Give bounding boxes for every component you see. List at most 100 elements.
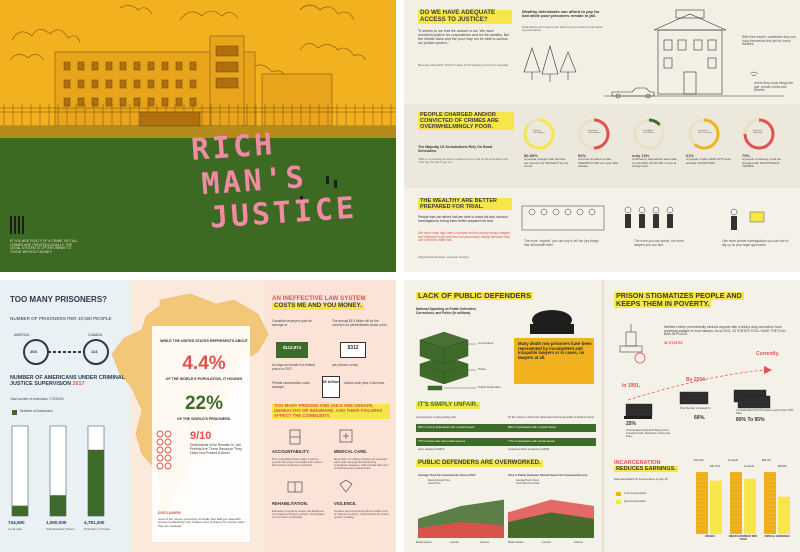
cost-1-value: $113,974 [282, 345, 302, 350]
pct-population: 4.4% [182, 353, 226, 374]
earn-bar-3-b [778, 496, 790, 534]
supervision-total: Total number of Americans: 7,925,600 [10, 397, 64, 401]
stigma-title: PRISON STIGMATIZES PEOPLE AND KEEPS THEM … [614, 291, 744, 308]
panel-too-many-prisoners: TOO MANY PRISONERS? NUMBER OF PRISONERS … [0, 280, 396, 552]
earnings-val-1b: $10.71/hr [710, 465, 721, 468]
legend-swatch [12, 410, 17, 415]
earnings-val-2a: 46 weeks [728, 459, 739, 462]
america-value: 208 [30, 349, 37, 354]
stigma-highlight: 32 STATES [664, 341, 683, 345]
pct-prisoners-caption: OF THE WORLD'S PRISONERS. [176, 417, 232, 421]
mansion-caption: With their wealth, sometimes they can ho… [742, 35, 796, 47]
timeline-year-3: Currently, [756, 351, 780, 357]
spending-item-3: Public Defenders [478, 385, 501, 389]
earnings-val-3b: $23,500 [778, 465, 787, 468]
majority-text: The Majority Of Jurisdictions Rely On Bo… [418, 145, 493, 153]
unfair-row-2-left: 77% of those who had private lawyers [418, 439, 466, 443]
earnings-cat-2: WEEKS WORKED PER YEAR [728, 535, 758, 541]
bar-label-2: State/Federal Prisons [46, 527, 75, 531]
intro-quote: IF YOU ARE GUILTY OF A CRIME, NOT ALL CR… [10, 239, 79, 255]
bar-1 [12, 505, 28, 516]
prison-illustration [0, 4, 396, 272]
earnings-legend-swatch-1 [616, 492, 621, 496]
cost-3-label: Pretrial incarceration costs taxpayer [272, 381, 310, 389]
donut-caption-5: 75% of people remaining in jail are charg… [742, 153, 782, 168]
bar-value-1: 744,500 [8, 520, 25, 525]
unfair-row-2 [416, 438, 596, 446]
unfair-row-1 [416, 424, 596, 432]
cost-1-note: to lodge an inmate in a federal prison i… [272, 363, 315, 371]
cost-3-note: dollars each year in America. [344, 381, 385, 385]
prepared-body: People that can afford bail are able to … [418, 215, 508, 223]
violence-title: VIOLENCE. [334, 501, 357, 506]
defenders-title: LACK OF PUBLIC DEFENDERS [416, 291, 534, 301]
unfair-row-1-left: 82% of felony defendants with a public l… [418, 425, 475, 429]
bar-value-3: 4,781,300 [84, 520, 105, 525]
mansion-illustration [523, 9, 784, 99]
timeline-pct-1: 25% [626, 421, 637, 427]
time-caseload-label: Time A Public Defender Should Spend On C… [508, 473, 588, 477]
cost-2-value: $312 [347, 345, 359, 351]
stamp-icon [619, 324, 646, 364]
earnings-bar-chart [696, 472, 790, 534]
earnings-val-3a: $39,100 [762, 459, 771, 462]
unfair-footer-left: were released (2004) [418, 447, 445, 451]
canada-label: CANADA [88, 333, 103, 337]
donut-caption-2: 50% of former inmates remain UNEMPLOYED o… [578, 153, 619, 168]
handcuff-chain-icon [156, 430, 172, 470]
spending-item-1: Corrections [478, 341, 494, 345]
rehabilitation-body: Education programs reduce the likelihood… [272, 509, 325, 520]
bar-value-2: 1,500,000 [46, 520, 67, 525]
accountability-body: Poor custodial prisons make it hard to p… [272, 457, 323, 468]
us-stat-title: WHILE THE UNITED STATES REPRESENTS ABOUT [160, 339, 248, 343]
violence-body: Inmates and corrections officers suffer … [334, 509, 390, 520]
stigma-text: Welfare reform permanently banned anyone… [664, 325, 787, 337]
spending-label: National Spending on Public Defenders, C… [416, 307, 477, 315]
earnings-legend-1: if not incarcerated [624, 491, 647, 495]
unfair-row-2-right: 77% of defendants with private lawyer [508, 439, 556, 443]
timeline-year-2: By 2004 [686, 377, 705, 383]
timeline-desc-2: That Number Increased To [680, 407, 711, 410]
earnings-cat-3: ANNUAL EARNINGS [764, 535, 790, 538]
access-quote: "It seems to me that the answer is we. W… [418, 29, 510, 45]
death-row-box [514, 338, 594, 384]
area-label-2: Juvenile [450, 541, 459, 544]
unfair-title: IT'S SIMPLY UNFAIR. [416, 402, 480, 409]
unfair-footer-right: received prison sentences (2004) [508, 447, 550, 451]
earnings-legend-swatch-2 [616, 500, 621, 504]
area-series-2-2 [508, 512, 594, 538]
avg-caseload-label: Average Time Per Caseload (In Hours) 201… [418, 473, 476, 477]
access-attribution: Beverley McLachlin (Chief Justice of the… [418, 63, 509, 67]
earnings-legend-2: post incarceration [624, 499, 647, 503]
money-stack-illustration [419, 310, 574, 391]
area-label-4: Misdemeanors [508, 541, 524, 544]
bar-label-1: Local Jails [8, 527, 23, 531]
prepared-quote: We have really high rates of people at t… [418, 231, 510, 243]
donut-legend-1: Indigent Not indigent [533, 130, 545, 135]
area-label-3: Felonies [480, 541, 490, 544]
timeline-desc-1: Of Defendants Reported Being Court Impos… [626, 429, 670, 438]
prepared-title: THE WEALTHY ARE BETTER PREPARED FOR TRIA… [418, 198, 512, 211]
access-title: DO WE HAVE ADEQUATE ACCESS TO JUSTICE? [418, 9, 512, 24]
panel-public-defenders: LACK OF PUBLIC DEFENDERS National Spendi… [404, 280, 800, 552]
prepared-attribution: Abigail Ebambowski, research analyst [418, 255, 469, 259]
donut-legend-4: Convicted Not Convicted [698, 130, 712, 135]
legend-label: Number of Americans [20, 409, 53, 413]
bar-2 [50, 495, 66, 516]
bar-3 [88, 449, 104, 516]
supervision-title: NUMBER OF AMERICANS UNDER CRIMINAL JUSTI… [10, 375, 125, 387]
prisoners-title: TOO MANY PRISONERS? [10, 295, 108, 304]
cost-2-badge [340, 342, 366, 358]
donut-caption-3: only 13% of all felony defendants were ab… [632, 153, 677, 168]
north-america-map [111, 293, 269, 542]
debt-timeline [624, 366, 772, 419]
supervision-bar-chart [11, 425, 105, 517]
america-label: AMERICA [14, 333, 30, 337]
area-label-6: Felonies [574, 541, 584, 544]
earn-bar-1-b [710, 480, 722, 534]
medical-body: More than 1.2 million inmates are releas… [334, 457, 388, 471]
trial-caption-3: Like more private investigations you can… [722, 239, 789, 247]
ineffective-title: AN INEFFECTIVE LAW SYSTEM COSTS ME AND YO… [272, 295, 366, 310]
donut-legend-5: Detained Released [753, 130, 763, 135]
timeline-pct-2: 66%. [694, 415, 706, 421]
